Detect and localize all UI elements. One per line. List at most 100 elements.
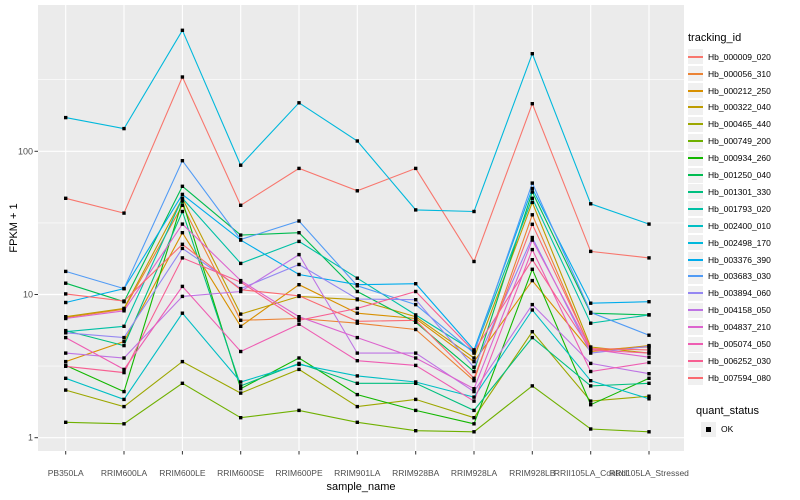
data-point: [355, 351, 359, 355]
data-point: [64, 196, 68, 200]
data-point: [64, 331, 68, 335]
data-point: [64, 269, 68, 274]
data-point: [122, 397, 126, 402]
data-point: [530, 238, 534, 242]
data-point: [530, 308, 534, 312]
data-point: [530, 335, 534, 340]
data-point: [530, 258, 534, 262]
data-point: [180, 294, 185, 299]
data-point: [530, 247, 534, 252]
data-point: [589, 403, 593, 407]
data-point: [414, 298, 418, 302]
data-point: [414, 302, 418, 307]
data-point: [239, 233, 243, 237]
x-tick-label: RRIM600SE: [217, 468, 265, 478]
data-point: [239, 289, 243, 294]
y-tick-label: 1: [28, 433, 33, 443]
data-point: [647, 360, 651, 365]
data-point: [180, 246, 185, 251]
x-tick-label: RRII105LA_Stressed: [609, 468, 689, 478]
y-tick-label: 100: [18, 146, 33, 156]
data-point: [647, 381, 651, 385]
data-point: [472, 369, 476, 374]
data-point: [180, 311, 185, 315]
data-point: [589, 427, 593, 431]
data-point: [472, 379, 476, 383]
data-point: [297, 322, 301, 326]
data-point: [472, 349, 476, 354]
y-axis-title: FPKM + 1: [8, 203, 20, 253]
data-point: [472, 376, 476, 380]
data-point: [64, 420, 68, 424]
data-point: [64, 376, 68, 380]
x-axis-title: sample_name: [326, 481, 396, 493]
x-tick-label: RRIM600PE: [275, 468, 323, 478]
x-tick-label: PB350LA: [48, 468, 84, 478]
data-point: [180, 209, 185, 214]
data-point: [472, 408, 476, 413]
x-tick-label: RRIM600LE: [159, 468, 206, 478]
data-point: [589, 379, 593, 383]
data-point: [122, 339, 126, 344]
data-point: [472, 356, 476, 360]
data-point: [414, 397, 418, 402]
data-point: [647, 376, 651, 380]
data-point: [122, 324, 126, 328]
data-point: [64, 388, 68, 392]
data-point: [239, 416, 243, 420]
data-point: [472, 209, 476, 214]
data-point: [355, 297, 359, 301]
data-point: [472, 430, 476, 434]
data-point: [355, 306, 359, 311]
data-point: [180, 159, 185, 163]
data-point: [589, 202, 593, 206]
data-point: [530, 213, 534, 217]
data-point: [472, 365, 476, 369]
data-point: [355, 335, 359, 340]
data-point: [122, 126, 126, 131]
data-point: [530, 190, 534, 194]
data-point: [530, 278, 534, 283]
data-point: [589, 384, 593, 388]
data-point: [472, 259, 476, 264]
data-point: [297, 166, 301, 171]
data-point: [180, 196, 185, 200]
data-point: [355, 404, 359, 409]
data-point: [297, 315, 301, 319]
data-point: [530, 52, 534, 56]
data-point: [239, 163, 243, 167]
data-point: [297, 239, 301, 244]
data-point: [589, 351, 593, 355]
data-point: [180, 75, 185, 79]
data-point: [647, 313, 651, 317]
data-point: [414, 351, 418, 355]
data-point: [180, 222, 185, 226]
data-point: [297, 408, 301, 413]
data-point: [122, 356, 126, 360]
data-point: [297, 283, 301, 287]
data-point: [297, 316, 301, 321]
data-point: [122, 422, 126, 426]
data-point: [647, 333, 651, 337]
data-point: [414, 408, 418, 413]
data-point: [472, 395, 476, 399]
data-point: [122, 286, 126, 291]
data-point: [414, 282, 418, 286]
data-point: [64, 359, 68, 364]
data-point: [180, 284, 185, 289]
data-point: [180, 203, 185, 207]
data-point: [472, 387, 476, 391]
data-point: [122, 211, 126, 215]
data-point: [239, 261, 243, 266]
data-point: [355, 276, 359, 280]
data-point: [530, 102, 534, 106]
data-point: [355, 392, 359, 397]
data-point: [239, 384, 243, 388]
x-tick-label: RRIM600LA: [101, 468, 148, 478]
x-tick-label: RRIM928BA: [392, 468, 440, 478]
data-point: [239, 237, 243, 242]
data-point: [414, 316, 418, 321]
data-point: [589, 249, 593, 254]
